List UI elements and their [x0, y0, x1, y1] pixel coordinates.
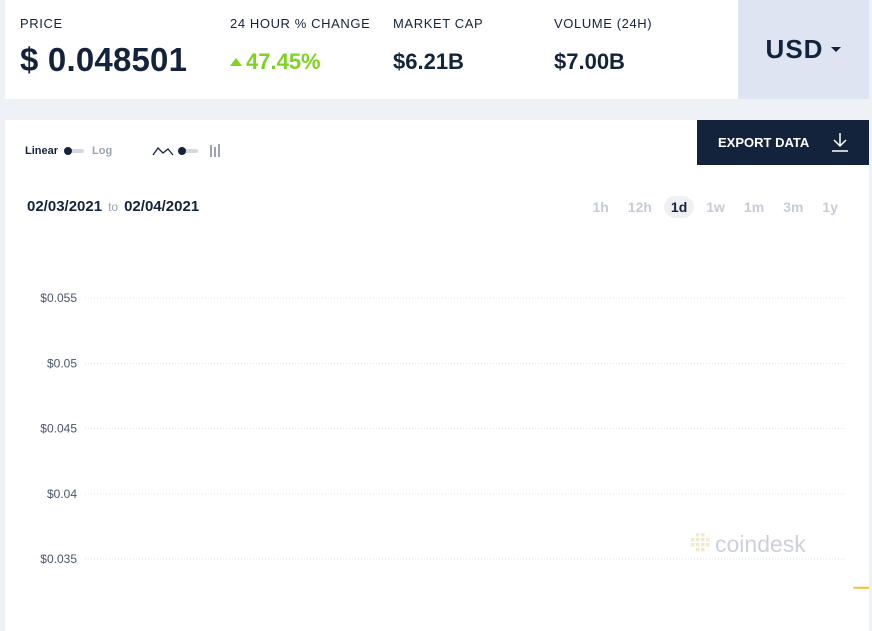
export-data-button[interactable]: EXPORT DATA: [697, 120, 869, 165]
range-from: 02/03/2021: [27, 198, 103, 215]
volume-label: VOLUME (24H): [554, 16, 653, 31]
period-1h[interactable]: 1h: [592, 199, 609, 215]
caret-down-icon: [831, 47, 842, 52]
chart-toggles: Linear Log: [25, 143, 222, 158]
scale-toggle-knob: [64, 146, 73, 155]
y-tick-label: $0.05: [47, 356, 77, 370]
range-to-word: to: [108, 200, 119, 214]
chart-type-toggle-knob: [178, 146, 187, 155]
line-chart-icon[interactable]: [152, 145, 174, 157]
range-to: 02/04/2021: [124, 198, 200, 215]
change-stat: 24 HOUR % CHANGE 47.45%: [230, 16, 370, 75]
log-label[interactable]: Log: [92, 144, 113, 157]
currency-dropdown[interactable]: USD: [738, 0, 869, 99]
period-1w[interactable]: 1w: [706, 199, 725, 215]
download-icon: [832, 133, 848, 152]
y-tick-label: $0.055: [40, 291, 77, 305]
chart-type-toggle[interactable]: [178, 146, 199, 155]
linear-label[interactable]: Linear: [25, 144, 59, 157]
stats-bar: PRICE $ 0.048501 24 HOUR % CHANGE 47.45%…: [5, 0, 869, 99]
currency-label: USD: [765, 34, 824, 64]
y-tick-label: $0.045: [40, 422, 77, 436]
y-tick-label: $0.035: [40, 552, 77, 566]
period-1m[interactable]: 1m: [743, 199, 765, 215]
volume-value: $7.00B: [554, 49, 625, 74]
price-chart: $0.035$0.04$0.045$0.05$0.05506 PMThu 040…: [40, 291, 869, 589]
price-line: [853, 586, 869, 589]
scale-toggle[interactable]: [64, 146, 85, 155]
market-cap-stat: MARKET CAP $6.21B: [393, 16, 483, 75]
change-value-text: 47.45%: [246, 49, 321, 74]
candlestick-icon[interactable]: [208, 143, 222, 158]
period-selector: 1h 12h 1d 1w 1m 3m 1y: [580, 196, 845, 218]
market-cap-label: MARKET CAP: [393, 16, 484, 31]
period-1y[interactable]: 1y: [822, 199, 838, 215]
coindesk-logo-icon: [691, 533, 710, 552]
price-value: $ 0.048501: [20, 41, 188, 78]
price-stat: PRICE $ 0.048501: [20, 16, 187, 79]
watermark-text: coindesk: [715, 531, 806, 557]
change-value: 47.45%: [230, 49, 370, 75]
change-label: 24 HOUR % CHANGE: [230, 16, 371, 31]
period-3m[interactable]: 3m: [783, 199, 804, 215]
export-data-label: EXPORT DATA: [718, 135, 810, 150]
volume-stat: VOLUME (24H) $7.00B: [554, 16, 652, 75]
date-range: 02/03/2021 to 02/04/2021: [27, 198, 199, 215]
y-tick-label: $0.04: [47, 487, 77, 501]
price-label: PRICE: [20, 16, 63, 31]
market-cap-value: $6.21B: [393, 49, 464, 74]
chart-panel: $0.035$0.04$0.045$0.05$0.05506 PMThu 040…: [5, 120, 869, 631]
period-12h[interactable]: 12h: [627, 199, 652, 215]
up-arrow-icon: [230, 58, 242, 66]
period-1d[interactable]: 1d: [663, 196, 695, 218]
